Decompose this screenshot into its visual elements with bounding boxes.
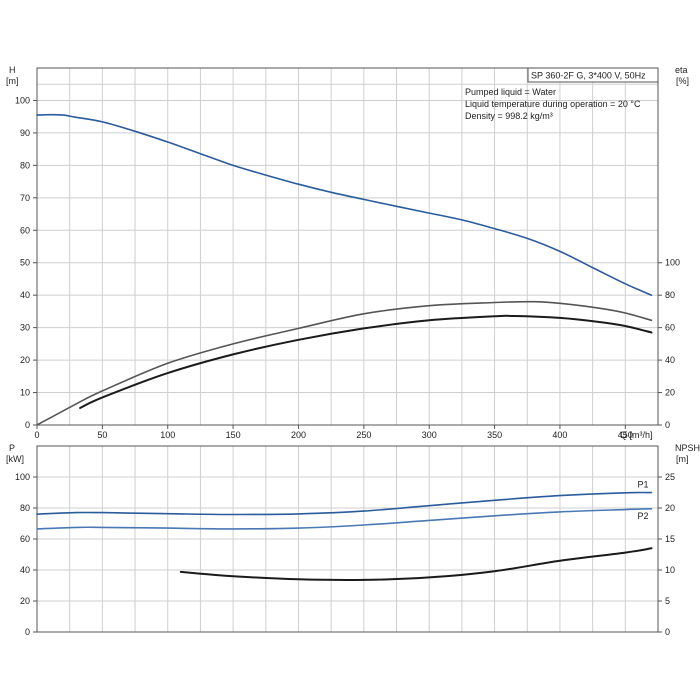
efficiency-curve <box>79 314 653 409</box>
left-axis-unit: [kW] <box>6 454 24 464</box>
info-line-liquid: Pumped liquid = Water <box>465 87 556 97</box>
right-tick-label: 80 <box>665 290 675 300</box>
head-curve <box>36 113 653 296</box>
left-tick-label: 80 <box>20 503 30 513</box>
left-tick-label: 10 <box>20 388 30 398</box>
series-label-p2: P2 <box>637 511 648 521</box>
left-tick-label: 20 <box>20 596 30 606</box>
right-tick-label: 60 <box>665 323 675 333</box>
left-tick-label: 60 <box>20 225 30 235</box>
grid-lines <box>37 68 658 632</box>
x-tick-label: 150 <box>226 430 241 440</box>
left-tick-label: 20 <box>20 355 30 365</box>
efficiency-curve <box>36 300 653 426</box>
left-axis-title: P <box>9 443 15 453</box>
left-tick-label: 40 <box>20 290 30 300</box>
left-tick-label: 90 <box>20 128 30 138</box>
left-tick-label: 70 <box>20 193 30 203</box>
info-box-border <box>527 67 659 83</box>
left-tick-label: 0 <box>25 627 30 637</box>
x-tick-label: 450 <box>618 430 633 440</box>
plot-frame <box>36 67 659 426</box>
right-tick-label: 20 <box>665 503 675 513</box>
right-tick-label: 15 <box>665 534 675 544</box>
right-tick-label: 25 <box>665 472 675 482</box>
right-tick-label: 0 <box>665 420 670 430</box>
left-axis-unit: [m] <box>6 76 19 86</box>
x-tick-label: 400 <box>552 430 567 440</box>
info-box: SP 360-2F G, 3*400 V, 50Hz <box>527 67 659 83</box>
left-tick-label: 50 <box>20 258 30 268</box>
left-tick-label: 100 <box>15 95 30 105</box>
x-tick-label: 200 <box>291 430 306 440</box>
right-tick-label: 20 <box>665 388 675 398</box>
npsh-curve <box>179 547 653 582</box>
x-tick-label: 50 <box>97 430 107 440</box>
series-label-p1: P1 <box>637 480 648 490</box>
info-box-text: SP 360-2F G, 3*400 V, 50Hz <box>531 71 646 81</box>
right-axis-unit: [m] <box>676 454 689 464</box>
right-tick-label: 10 <box>665 565 675 575</box>
x-tick-label: 300 <box>422 430 437 440</box>
left-tick-label: 100 <box>15 472 30 482</box>
right-tick-label: 0 <box>665 627 670 637</box>
right-tick-label: 100 <box>665 258 680 268</box>
chart-frames <box>36 67 659 633</box>
right-axis-title: eta <box>675 65 688 75</box>
info-line-temperature: Liquid temperature during operation = 20… <box>465 99 641 109</box>
series-lines <box>36 113 653 582</box>
x-tick-label: 250 <box>356 430 371 440</box>
x-tick-label: 0 <box>34 430 39 440</box>
right-axis-unit: [%] <box>676 76 689 86</box>
left-tick-label: 30 <box>20 323 30 333</box>
p2-power-curve <box>36 508 653 530</box>
right-axis-title: NPSH <box>675 443 700 453</box>
right-tick-label: 40 <box>665 355 675 365</box>
right-tick-label: 5 <box>665 596 670 606</box>
info-line-density: Density = 998.2 kg/m³ <box>465 111 553 121</box>
x-tick-label: 100 <box>160 430 175 440</box>
x-tick-label: 350 <box>487 430 502 440</box>
left-tick-label: 60 <box>20 534 30 544</box>
left-tick-label: 0 <box>25 420 30 430</box>
left-tick-label: 40 <box>20 565 30 575</box>
left-axis-title: H <box>9 65 16 75</box>
x-axis-title: Q [m³/h] <box>620 430 653 440</box>
left-tick-label: 80 <box>20 160 30 170</box>
p1-power-curve <box>36 491 653 516</box>
